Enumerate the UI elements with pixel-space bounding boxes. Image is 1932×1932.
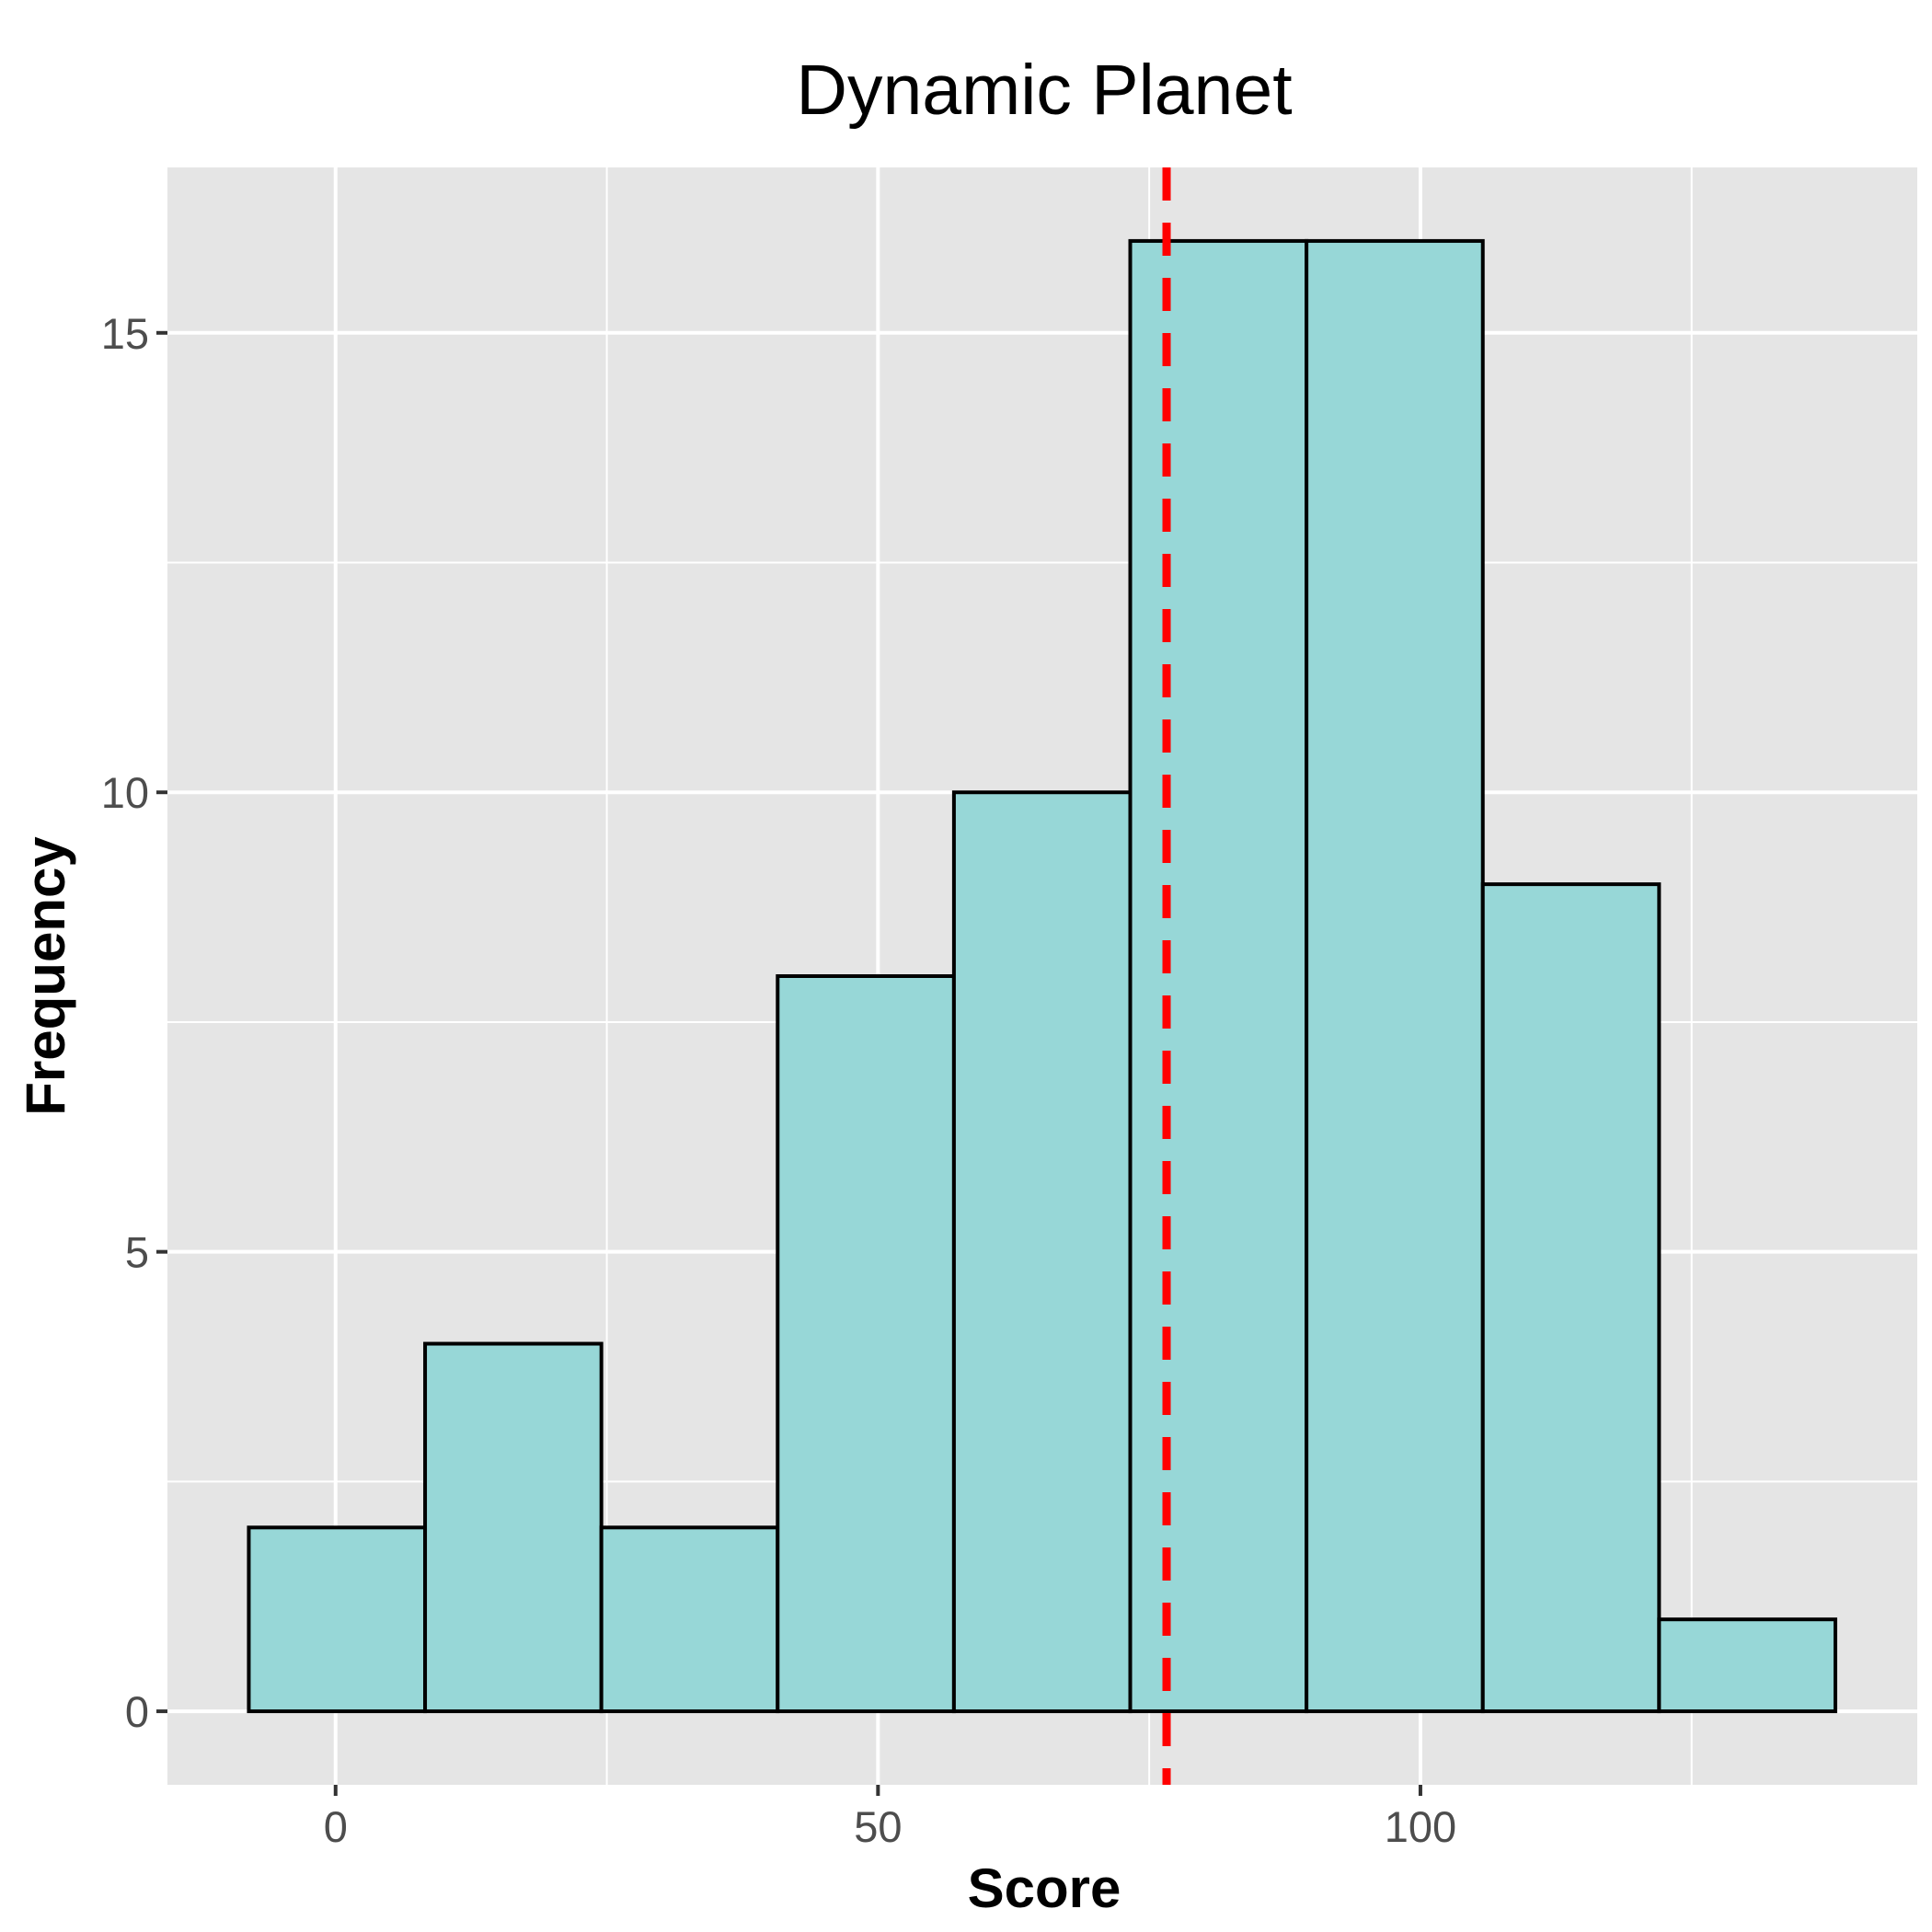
histogram-bars	[247, 238, 1837, 1714]
y-tick-label: 5	[125, 1228, 149, 1277]
y-tick-label: 15	[101, 309, 149, 358]
histogram-bar	[1128, 238, 1309, 1714]
x-axis-title: Score	[968, 1857, 1121, 1919]
y-axis-title: Frequency	[15, 836, 76, 1116]
histogram-bar	[599, 1525, 780, 1714]
histogram-bar	[1480, 882, 1662, 1714]
histogram-bar	[1657, 1617, 1837, 1714]
x-axis-ticks: 0 50 100	[324, 1785, 1456, 1851]
chart-title: Dynamic Planet	[796, 51, 1292, 130]
x-tick-label: 100	[1385, 1802, 1456, 1851]
histogram-bar	[423, 1341, 604, 1714]
x-tick-label: 0	[324, 1802, 348, 1851]
y-tick-label: 0	[125, 1687, 149, 1736]
x-tick-label: 50	[854, 1802, 902, 1851]
y-axis-ticks: 0 5 10 15	[101, 309, 167, 1736]
y-tick-label: 10	[101, 768, 149, 817]
histogram-bar	[1305, 238, 1485, 1714]
histogram-bar	[776, 974, 956, 1714]
histogram-bar	[247, 1525, 428, 1714]
histogram-bar	[951, 790, 1133, 1714]
